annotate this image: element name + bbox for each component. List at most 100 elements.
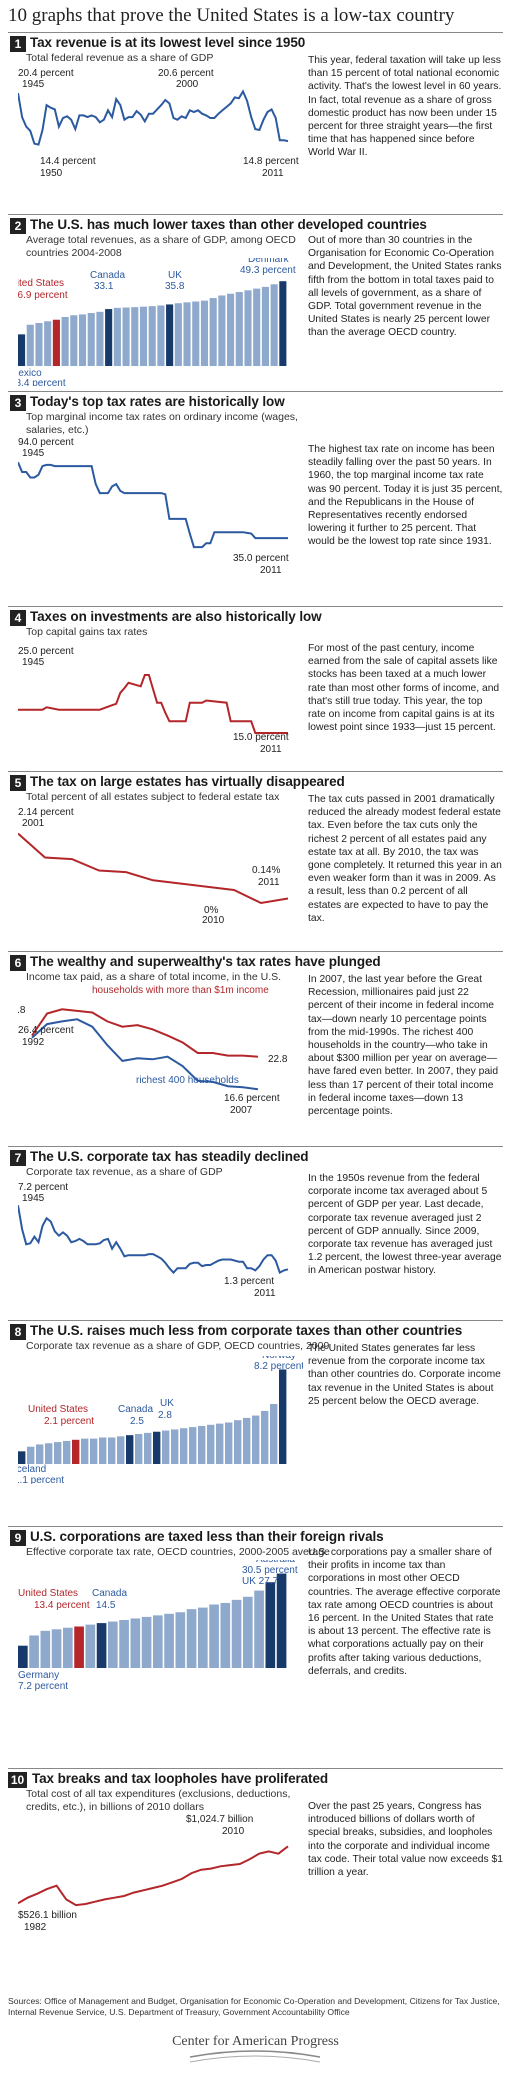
section-subtitle: Corporate tax revenue, as a share of GDP (26, 1166, 223, 1178)
bar (270, 1404, 278, 1464)
chart-label: 2011 (258, 877, 280, 888)
series-line (18, 1845, 289, 1907)
bar (96, 311, 104, 366)
chart-label: Germany (18, 1670, 59, 1681)
logo-text: Center for American Progress (172, 2034, 339, 2049)
section-number: 4 (10, 610, 26, 626)
chart-label: 18.4 percent (18, 378, 66, 386)
bar (270, 284, 278, 366)
chart-label: 1945 (22, 448, 45, 459)
section-body-text: For most of the past century, income ear… (308, 643, 500, 734)
bar (51, 1629, 62, 1668)
bar (189, 1427, 197, 1464)
series-line (18, 1205, 289, 1275)
bar (135, 1434, 143, 1464)
chart-label: 49.3 percent (240, 265, 296, 276)
section-subtitle: Total federal revenue as a share of GDP (26, 52, 214, 64)
bar (166, 304, 174, 366)
bar (35, 323, 43, 366)
section-body-text: In the 1950s revenue from the federal co… (308, 1173, 502, 1277)
chart-label: 2000 (176, 79, 199, 90)
bar (18, 1645, 28, 1668)
bar (61, 316, 69, 366)
section-subtitle: Corporate tax revenue as a share of GDP,… (26, 1340, 330, 1352)
bar (63, 1627, 73, 1668)
chart-label: 13.4 percent (34, 1600, 90, 1611)
section-divider (8, 391, 503, 392)
bar (119, 1620, 129, 1668)
section-number: 5 (10, 775, 26, 791)
bar (192, 301, 200, 366)
chart-label: richest 400 households (136, 1075, 239, 1086)
bar (235, 292, 243, 366)
chart-label: Canada (92, 1588, 127, 1599)
chart-label: 26.4 percent (18, 1025, 74, 1036)
bar (265, 1582, 276, 1668)
bar (81, 1438, 89, 1464)
section-body-text: U.S. corporations pay a smaller share of… (308, 1547, 501, 1677)
section-number: 2 (10, 218, 26, 234)
bar (148, 306, 156, 366)
section-title: The U.S. raises much less from corporate… (30, 1323, 463, 1338)
section-number: 3 (10, 395, 26, 411)
chart-label: 2.8 (158, 1410, 172, 1421)
chart-label: 7.2 percent (18, 1681, 68, 1692)
chart-label: 1945 (22, 657, 45, 668)
section-divider (8, 32, 503, 33)
section-divider (8, 771, 503, 772)
bar (180, 1428, 188, 1464)
section-number: 9 (10, 1530, 26, 1546)
bar (131, 307, 139, 366)
section-divider (8, 951, 503, 952)
chart-label: Australia (256, 1560, 295, 1565)
chart-label: 2.5 (130, 1416, 144, 1427)
section-divider (8, 606, 503, 607)
page-title: 10 graphs that prove the United States i… (8, 5, 455, 26)
bar (72, 1439, 80, 1464)
bar (45, 1443, 53, 1464)
section-title: The wealthy and superwealthy's tax rates… (30, 954, 381, 969)
series-line-millionaires (31, 1008, 259, 1058)
section-title: Tax revenue is at its lowest level since… (30, 35, 306, 50)
section-body-text: The tax cuts passed in 2001 dramatically… (308, 794, 502, 924)
bar (70, 315, 78, 366)
bar (78, 314, 87, 366)
chart-label: 1.1 percent (18, 1475, 64, 1484)
bar (157, 305, 165, 366)
chart-label: Iceland (18, 1464, 46, 1475)
bar (141, 1616, 152, 1668)
bar (279, 1369, 287, 1464)
chart-label: 2011 (260, 744, 282, 754)
section-number: 10 (8, 1772, 27, 1788)
section-body-text: The United States generates far less rev… (308, 1343, 501, 1407)
bar (162, 1430, 170, 1464)
chart-label: 20.4 percent (18, 68, 74, 79)
section-subtitle: Top capital gains tax rates (26, 626, 148, 638)
chart-label: 2011 (262, 168, 284, 176)
bar (139, 306, 148, 366)
bar (198, 1425, 206, 1464)
bar (96, 1623, 107, 1668)
chart-label: 14.8 percent (243, 156, 299, 167)
bar (90, 1438, 98, 1464)
bar (209, 298, 217, 366)
bar (218, 295, 226, 366)
chart-label: 26.8 (18, 1005, 26, 1016)
bar (198, 1607, 208, 1668)
chart-label: Norway (262, 1356, 296, 1361)
chart-label: 30.5 percent (242, 1565, 298, 1576)
series-line (18, 832, 289, 905)
section-title: Today's top tax rates are historically l… (30, 394, 285, 409)
chart-label: 94.0 percent (18, 437, 74, 448)
section-title: Taxes on investments are also historical… (30, 609, 322, 624)
chart-label: United States (18, 1588, 78, 1599)
chart-label: 0% (204, 905, 219, 916)
chart-label: 25.0 percent (18, 646, 74, 657)
bar (220, 1602, 231, 1668)
bar (244, 290, 252, 366)
